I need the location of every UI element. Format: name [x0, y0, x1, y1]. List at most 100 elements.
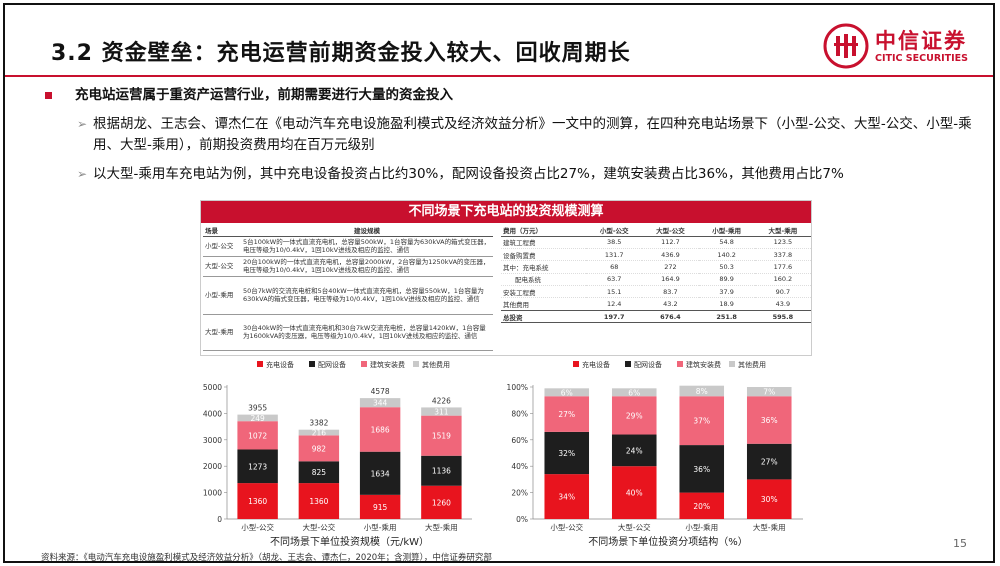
bar-segment [544, 396, 590, 432]
bar-segment [679, 396, 725, 446]
table-cell: 272 [642, 260, 699, 274]
bar-value-label: 216 [312, 429, 327, 438]
bar-segment [544, 431, 590, 475]
legend-label: 建筑安装费 [370, 360, 405, 369]
title-divider [5, 75, 993, 77]
legend-swatch [625, 361, 631, 367]
table-cell: 160.2 [754, 273, 811, 287]
scene-cell: 小型-公交 [203, 236, 241, 257]
bar-value-label: 30% [761, 495, 778, 504]
arrow-bullet-icon: ➢ [77, 167, 88, 181]
bar-segment [746, 387, 792, 397]
bar-segment [298, 461, 340, 484]
scale-cell: 20台100kW的一体式直流充电机，总容量2000kW，2台容量为1250kVA… [241, 256, 493, 277]
table-header: 小型-乘用 [698, 225, 755, 237]
sub-bullet-2: ➢ 以大型-乘用车充电站为例，其中充电设备投资占比约30%，配网设备投资占比27… [77, 164, 973, 185]
table-header: 大型-乘用 [754, 225, 811, 237]
bar-value-label: 24% [626, 446, 643, 455]
table-cell: 其他费用 [501, 297, 587, 311]
bar-total-label: 3955 [248, 404, 267, 413]
legend-label: 充电设备 [266, 360, 294, 369]
bar-segment [611, 434, 657, 467]
legend-swatch [413, 361, 419, 367]
y-tick-label: 100% [507, 383, 528, 392]
table-cell: 177.6 [754, 260, 811, 274]
bar-value-label: 32% [558, 449, 575, 458]
bar-segment [359, 494, 401, 519]
bar-segment [421, 415, 462, 456]
y-tick-label: 40% [511, 462, 528, 471]
table-cell: 配电系统 [501, 273, 587, 287]
bar-value-label: 1686 [371, 425, 390, 434]
scale-cell: 30台40kW的一体式直流充电机和30台7kW交流充电桩，总容量1420kW，1… [241, 314, 493, 351]
table-cell: 140.2 [698, 248, 755, 262]
table-header: 费用（万元） [501, 225, 587, 237]
y-tick-label: 60% [511, 436, 528, 445]
bar-total-label: 4578 [371, 387, 390, 396]
bar-value-label: 36% [761, 416, 778, 425]
investment-structure-chart: 充电设备 配网设备 建筑安装费 其他费用 0% 20% 40% 60% 80% 100% 34% 32… [507, 360, 803, 547]
scene-cell: 大型-公交 [203, 256, 241, 277]
slide: 3.2 资金壁垒：充电运营前期资金投入较大、回收周期长 中信证券 CITIC S… [3, 3, 995, 563]
table-row: 其他费用 12.4 43.2 18.9 43.9 [501, 297, 811, 311]
y-tick-label: 80% [511, 409, 528, 418]
table-cell: 设备购置费 [501, 248, 587, 262]
table-cell: 676.4 [642, 309, 699, 324]
bar-segment [746, 443, 792, 480]
logo-text-cn: 中信证券 [875, 29, 967, 53]
table-cell: 37.9 [698, 285, 755, 299]
bar-segment [679, 445, 725, 493]
table-cell: 安装工程费 [501, 285, 587, 299]
bar-segment [421, 485, 462, 519]
sub-bullet-1-text: 根据胡龙、王志会、谭杰仁在《电动汽车充电设施盈利模式及经济效益分析》一文中的测算… [93, 116, 972, 153]
table-row: 大型-乘用 30台40kW的一体式直流充电机和30台7kW交流充电桩，总容量142… [203, 314, 493, 351]
bar-segment [237, 414, 278, 422]
main-bullet-text: 充电站运营属于重资产运营行业，前期需要进行大量的资金投入 [75, 87, 453, 103]
y-tick-label: 3000 [203, 436, 222, 445]
bar-value-label: 825 [312, 468, 327, 477]
bar-segment [237, 449, 278, 484]
table-row: 设备购置费 131.7 436.9 140.2 337.8 [501, 248, 811, 262]
table-cell: 89.9 [698, 273, 755, 287]
table-cell: 131.7 [586, 248, 643, 262]
table-title: 不同场景下充电站的投资规模测算 [201, 201, 811, 223]
bar-segment [611, 466, 657, 519]
chart-caption: 不同场景下单位投资分项结构（%） [588, 535, 748, 547]
table-cell: 123.5 [754, 236, 811, 249]
bar-value-label: 34% [558, 493, 575, 502]
bar-value-label: 311 [434, 408, 449, 417]
bar-value-label: 20% [693, 502, 710, 511]
bar-segment [611, 396, 657, 435]
table-cell: 12.4 [586, 297, 643, 311]
table-cell: 15.1 [586, 285, 643, 299]
bar-value-label: 1519 [432, 432, 451, 441]
bar-segment [298, 483, 340, 519]
table-cell: 43.9 [754, 297, 811, 311]
arrow-bullet-icon: ➢ [77, 117, 88, 131]
bar-value-label: 1360 [248, 497, 267, 506]
table-cell: 90.7 [754, 285, 811, 299]
bar-value-label: 1360 [309, 497, 328, 506]
chart-caption: 不同场景下单位投资规模（元/kW） [270, 535, 429, 547]
table-cell: 38.5 [586, 236, 643, 249]
table-cell: 18.9 [698, 297, 755, 311]
table-cell: 436.9 [642, 248, 699, 262]
bar-value-label: 1136 [432, 467, 451, 476]
bar-value-label: 37% [693, 417, 710, 426]
page-title: 3.2 资金壁垒：充电运营前期资金投入较大、回收周期长 [51, 41, 631, 66]
x-tick-label: 大型-乘用 [753, 522, 786, 532]
x-tick-label: 大型-乘用 [425, 522, 458, 532]
table-cell: 595.8 [754, 309, 811, 324]
bar-segment [237, 421, 278, 450]
scale-cell: 5台100kW的一体式直流充电机，总容量500kW，1台容量为630kVA的箱式… [241, 236, 493, 257]
bar-value-label: 27% [558, 410, 575, 419]
bar-segment [746, 396, 792, 444]
table-cell: 50.3 [698, 260, 755, 274]
legend-swatch [729, 361, 735, 367]
x-tick-label: 小型-乘用 [364, 522, 397, 532]
table-header: 小型-公交 [586, 225, 643, 237]
bar-value-label: 6% [628, 388, 640, 397]
bar-segment [544, 474, 590, 519]
y-tick-label: 0 [217, 515, 222, 524]
bar-value-label: 40% [626, 489, 643, 498]
